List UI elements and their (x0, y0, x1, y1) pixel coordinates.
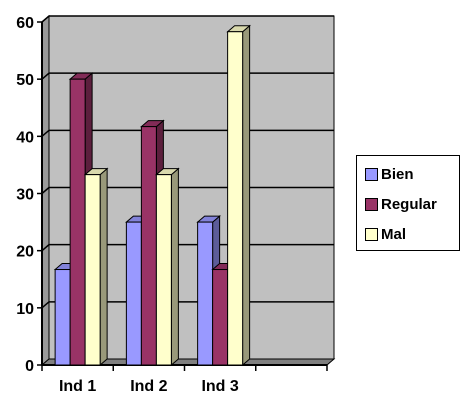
legend-swatch-bien (365, 167, 378, 181)
y-tick-label-10: 10 (16, 301, 34, 318)
y-tick-labels: 0 10 20 30 40 50 60 (16, 15, 34, 375)
legend-item-regular: Regular (365, 194, 437, 214)
y-tick-label-0: 0 (25, 358, 34, 375)
legend-label-regular: Regular (381, 195, 437, 213)
gridline-60 (41, 15, 334, 23)
legend: Bien Regular Mal (356, 155, 460, 251)
bar-ind-1-mal (83, 167, 109, 367)
legend-label-mal: Mal (381, 225, 407, 243)
bars (53, 24, 251, 367)
legend-swatch-regular (365, 197, 378, 211)
x-tick-label-ind-3: Ind 3 (201, 378, 238, 395)
x-tick-labels: Ind 1 Ind 2 Ind 3 (59, 378, 239, 395)
legend-item-bien: Bien (365, 164, 414, 184)
bar-ind-2-mal (155, 167, 180, 367)
y-tick-label-50: 50 (16, 72, 34, 89)
x-tick-label-ind-2: Ind 2 (130, 378, 167, 395)
y-tick-label-20: 20 (16, 244, 34, 261)
y-tick-label-30: 30 (16, 187, 34, 204)
y-tick-label-60: 60 (16, 15, 34, 32)
legend-swatch-mal (365, 227, 378, 241)
legend-item-mal: Mal (365, 224, 406, 244)
y-tick-label-40: 40 (16, 129, 34, 146)
legend-label-bien: Bien (381, 165, 414, 183)
bar-ind-3-mal (226, 24, 251, 367)
x-tick-label-ind-1: Ind 1 (59, 378, 96, 395)
